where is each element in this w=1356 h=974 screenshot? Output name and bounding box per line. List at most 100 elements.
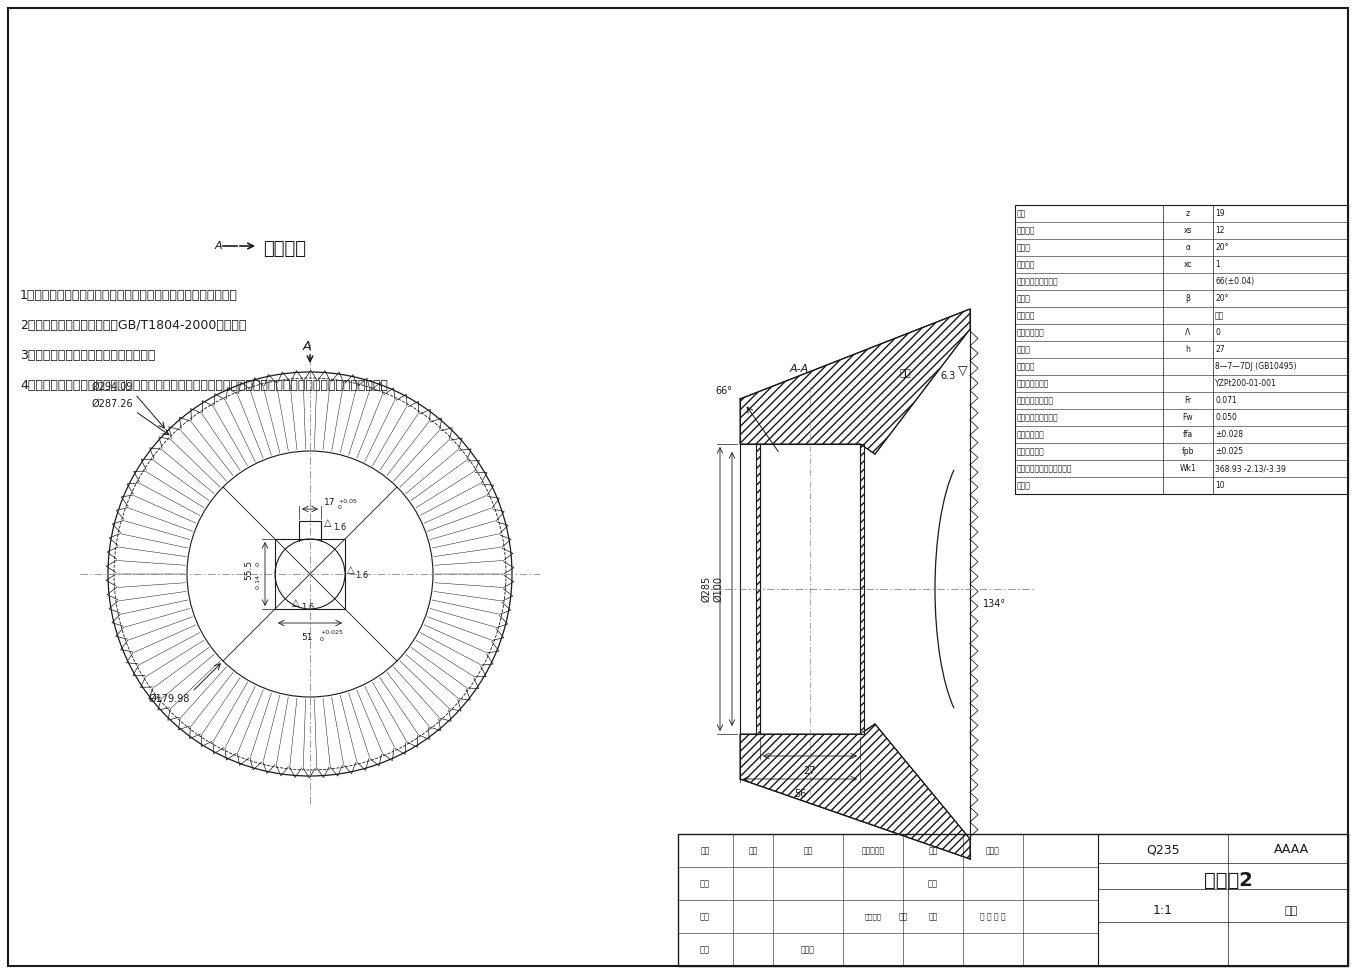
Text: 1.6: 1.6 <box>355 571 369 580</box>
Text: 数量: 数量 <box>899 912 907 921</box>
Text: 0: 0 <box>1215 328 1220 337</box>
Text: A: A <box>302 341 312 354</box>
Text: 56: 56 <box>793 789 807 799</box>
Text: 66°: 66° <box>715 386 732 396</box>
Text: α: α <box>1185 243 1191 252</box>
Text: +0.05: +0.05 <box>338 499 357 504</box>
Text: 全齿高: 全齿高 <box>1017 345 1031 354</box>
Text: ▽: ▽ <box>957 363 968 377</box>
Text: 更改文件号: 更改文件号 <box>861 846 884 855</box>
Text: 公法线长度变动公差: 公法线长度变动公差 <box>1017 413 1059 422</box>
Text: 20°: 20° <box>1215 243 1229 252</box>
Text: 27: 27 <box>804 766 816 776</box>
Text: 51: 51 <box>301 633 313 642</box>
Text: 齿数: 齿数 <box>1017 209 1026 218</box>
Text: 批准: 批准 <box>928 879 938 888</box>
Polygon shape <box>740 724 970 859</box>
Text: 66(±0.04): 66(±0.04) <box>1215 277 1254 286</box>
Text: 4、所有需要进行涂装的钢铁制件表面在涂漆前，必须将铁锈、氧化皮、油脂、灰尘、泥土、盐和污物等除去。: 4、所有需要进行涂装的钢铁制件表面在涂漆前，必须将铁锈、氧化皮、油脂、灰尘、泥土… <box>20 379 388 392</box>
Text: 中心距及其极限偏差: 中心距及其极限偏差 <box>1017 277 1059 286</box>
Text: 齿圈径向跳动公差: 齿圈径向跳动公差 <box>1017 396 1054 405</box>
Text: Fr: Fr <box>1184 396 1192 405</box>
Text: 螺旋系数: 螺旋系数 <box>1017 260 1036 269</box>
Polygon shape <box>860 444 864 734</box>
Text: 压力角数: 压力角数 <box>1017 226 1036 235</box>
Text: ±0.028: ±0.028 <box>1215 430 1243 439</box>
Text: 0: 0 <box>338 505 342 510</box>
Text: ffa: ffa <box>1182 430 1193 439</box>
Text: xs: xs <box>1184 226 1192 235</box>
Text: 8—7—7DJ (GB10495): 8—7—7DJ (GB10495) <box>1215 362 1296 371</box>
Text: 审核: 审核 <box>700 912 711 921</box>
Text: 0.050: 0.050 <box>1215 413 1237 422</box>
Text: -0: -0 <box>255 561 260 567</box>
Text: 标记: 标记 <box>803 846 812 855</box>
Text: +0.025: +0.025 <box>320 630 343 635</box>
Bar <box>678 834 1348 966</box>
Text: 基节极限偏差: 基节极限偏差 <box>1017 447 1044 456</box>
Text: 签名: 签名 <box>929 846 937 855</box>
Text: △: △ <box>347 565 354 575</box>
Text: xc: xc <box>1184 260 1192 269</box>
Text: 左旋: 左旋 <box>1215 311 1224 320</box>
Text: 压力角: 压力角 <box>1017 243 1031 252</box>
Text: 12: 12 <box>1215 226 1224 235</box>
Polygon shape <box>757 444 759 734</box>
Text: 设计: 设计 <box>700 879 711 888</box>
Text: 0.071: 0.071 <box>1215 396 1237 405</box>
Text: 接触变位系数: 接触变位系数 <box>1017 328 1044 337</box>
Text: ±0.025: ±0.025 <box>1215 447 1243 456</box>
Text: β: β <box>1185 294 1191 303</box>
Text: Ø287.26: Ø287.26 <box>91 399 133 409</box>
Text: 比例: 比例 <box>929 912 937 921</box>
Text: Ø285: Ø285 <box>701 576 711 602</box>
Text: 啮合合适轮图号: 啮合合适轮图号 <box>1017 379 1050 388</box>
Text: A-A: A-A <box>791 364 810 374</box>
Text: 技术要求: 技术要求 <box>263 240 306 258</box>
Text: 368.93 -2.13/-3.39: 368.93 -2.13/-3.39 <box>1215 464 1285 473</box>
Text: fpb: fpb <box>1181 447 1195 456</box>
Text: 1: 1 <box>1215 260 1220 269</box>
Text: Ø294.09: Ø294.09 <box>92 382 133 392</box>
Text: 27: 27 <box>1215 345 1224 354</box>
Text: 0: 0 <box>320 637 324 642</box>
Text: 1、零件加工表面上，不应有划痕、擦伤等损伤零件表面的缺陷。: 1、零件加工表面上，不应有划痕、擦伤等损伤零件表面的缺陷。 <box>20 289 237 302</box>
Text: 17: 17 <box>324 498 335 507</box>
Text: 接触数: 接触数 <box>1017 481 1031 490</box>
Text: 螺旋方向: 螺旋方向 <box>1017 311 1036 320</box>
Text: 共 张 第 张: 共 张 第 张 <box>980 912 1006 921</box>
Text: Wk1: Wk1 <box>1180 464 1196 473</box>
Text: Fw: Fw <box>1182 413 1193 422</box>
Text: 公法线平均长度及极限偏差: 公法线平均长度及极限偏差 <box>1017 464 1073 473</box>
Text: 工艺: 工艺 <box>700 945 711 954</box>
Text: Ø179.98: Ø179.98 <box>149 694 190 704</box>
Text: 19: 19 <box>1215 209 1224 218</box>
Text: h: h <box>1185 345 1191 354</box>
Text: 134°: 134° <box>983 599 1006 609</box>
Text: 1.6: 1.6 <box>334 522 346 532</box>
Text: -0.14: -0.14 <box>255 574 260 590</box>
Text: 10: 10 <box>1215 481 1224 490</box>
Text: YZPt200-01-001: YZPt200-01-001 <box>1215 379 1277 388</box>
Text: 1:1: 1:1 <box>1153 904 1173 918</box>
Text: 分区: 分区 <box>701 846 709 855</box>
Text: 3、加工后的零件不允许有毛刺、飞边。: 3、加工后的零件不允许有毛刺、飞边。 <box>20 349 156 362</box>
Text: 精度等级: 精度等级 <box>1017 362 1036 371</box>
Text: 齿形极限偏差: 齿形极限偏差 <box>1017 430 1044 439</box>
Text: 其余: 其余 <box>900 367 911 377</box>
Text: 螺旋角: 螺旋角 <box>1017 294 1031 303</box>
Text: 20°: 20° <box>1215 294 1229 303</box>
Text: Q235: Q235 <box>1146 843 1180 856</box>
Text: 年月日: 年月日 <box>986 846 999 855</box>
Text: Λ: Λ <box>1185 328 1191 337</box>
Bar <box>1016 205 1348 494</box>
Text: △: △ <box>292 598 300 608</box>
Text: △: △ <box>324 518 331 528</box>
Text: 标准化: 标准化 <box>801 945 815 954</box>
Text: 6.3: 6.3 <box>940 371 955 381</box>
Text: Ø100: Ø100 <box>713 576 723 602</box>
Text: 段别标记: 段别标记 <box>865 914 881 919</box>
Text: 图号: 图号 <box>1284 906 1298 916</box>
Text: 55.5: 55.5 <box>244 560 254 581</box>
Polygon shape <box>740 309 970 454</box>
